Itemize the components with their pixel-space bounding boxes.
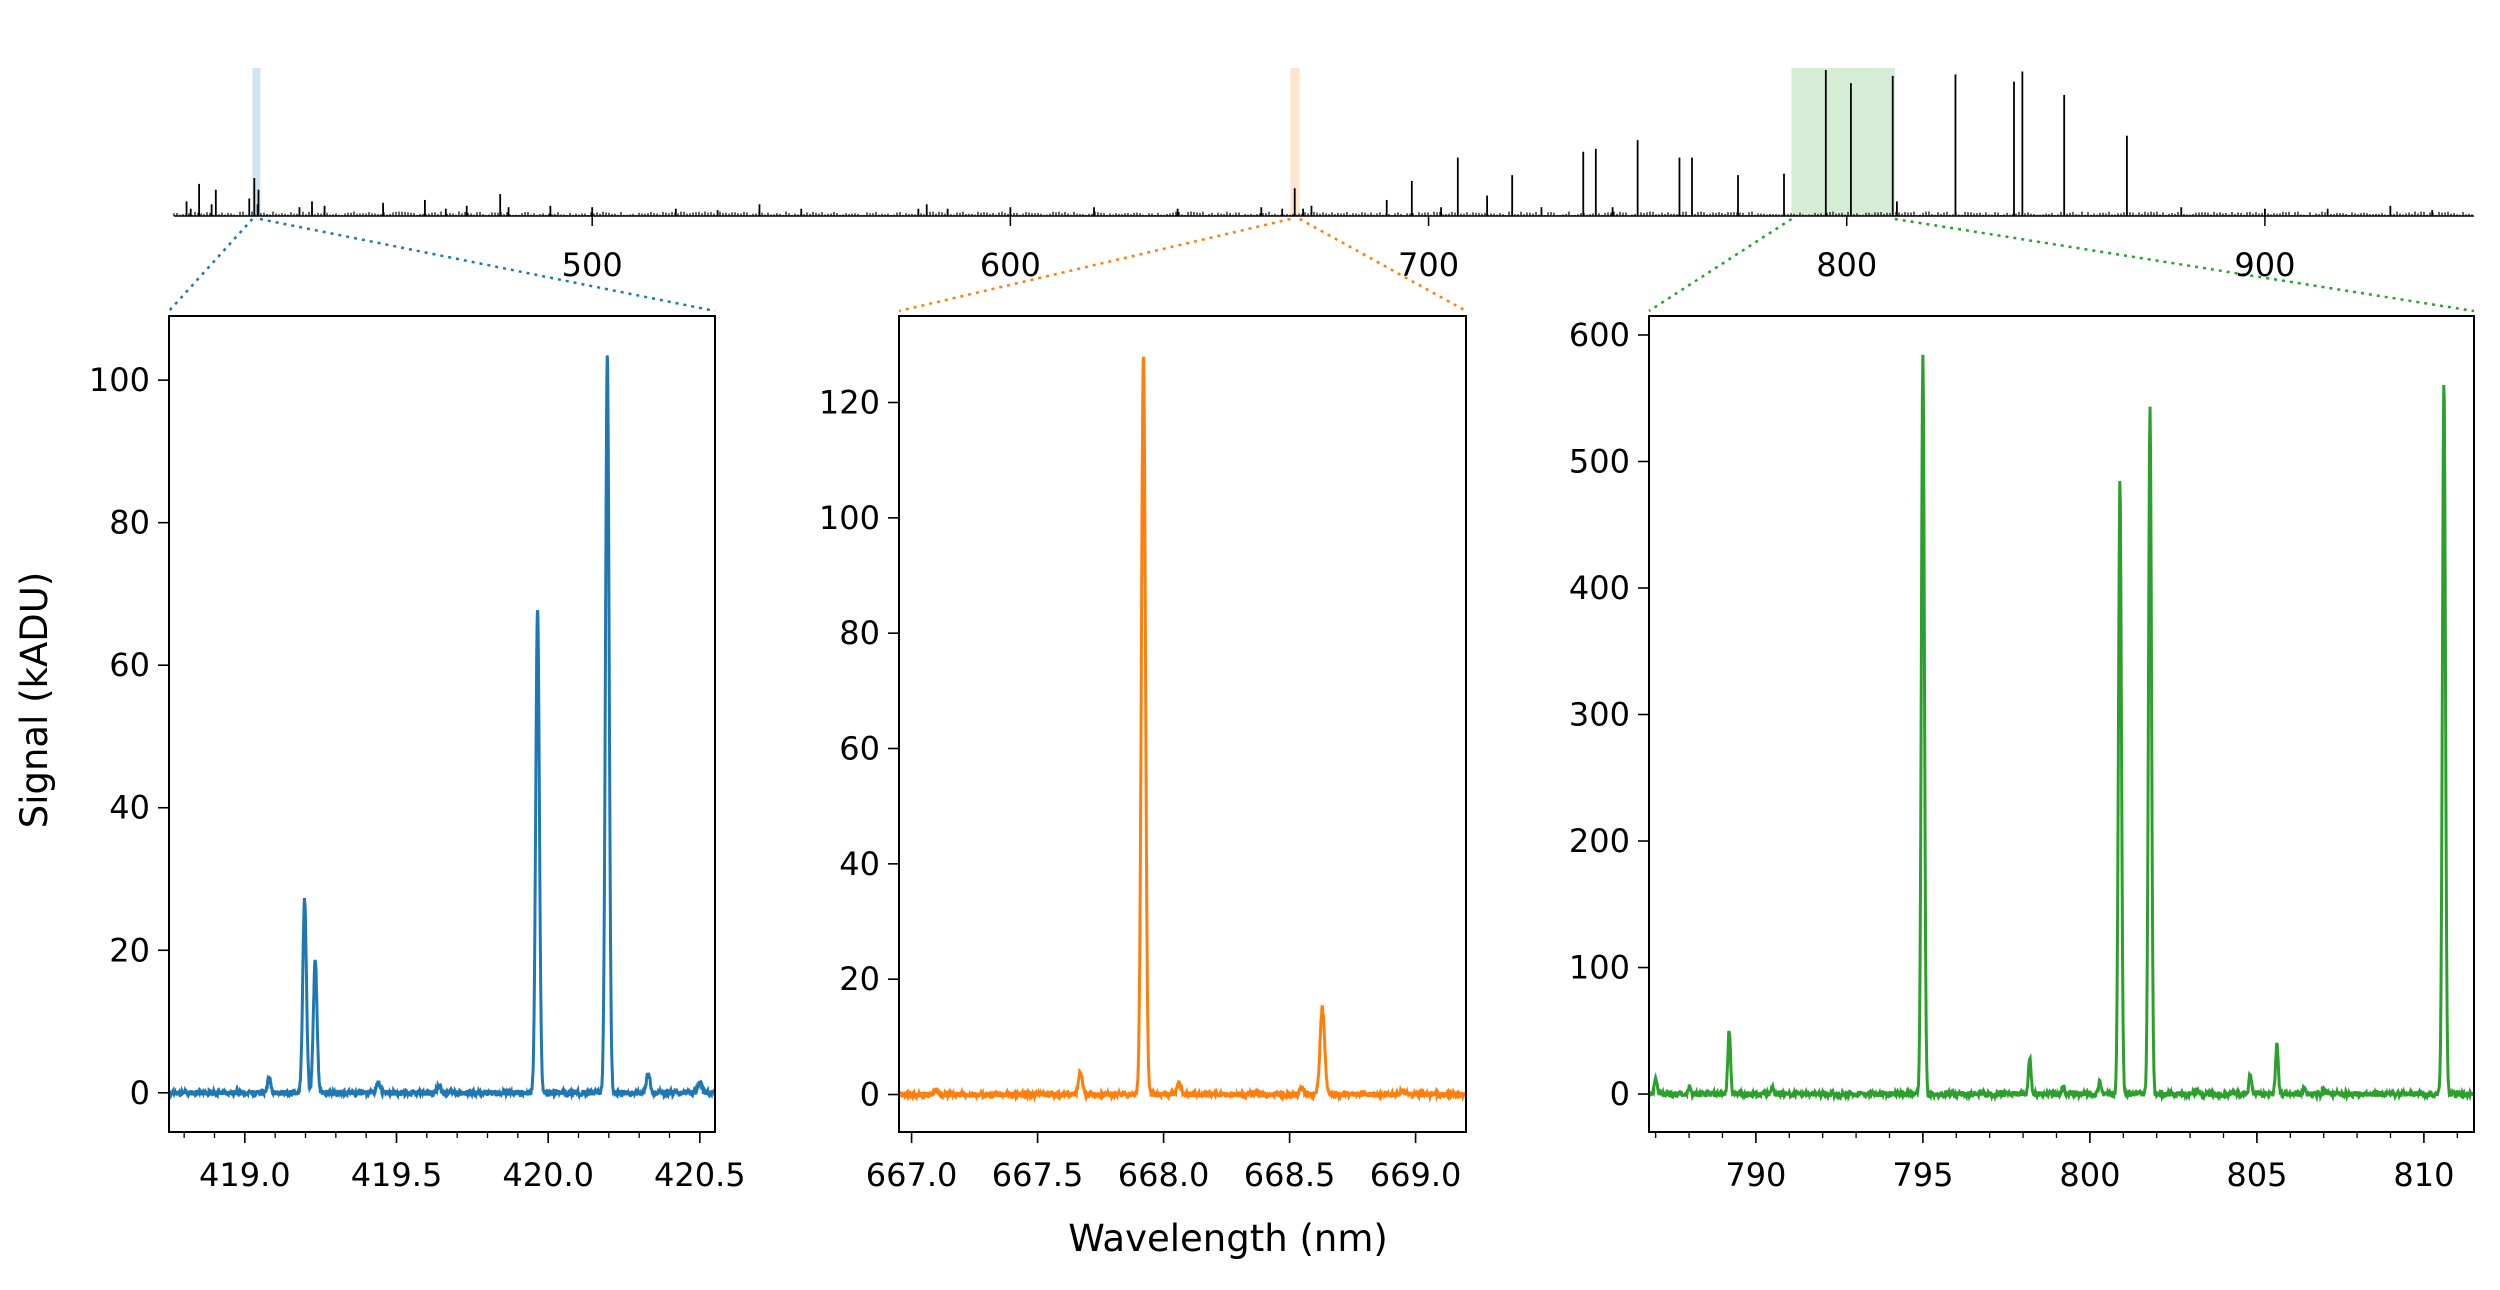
zoom2-y-tick-label-0: 0 <box>860 1076 880 1114</box>
zoom1-y-tick-label-20: 20 <box>109 931 150 969</box>
zoom2-x-tick-label-667.5: 667.5 <box>992 1156 1084 1194</box>
zoom2-y-tick-label-100: 100 <box>819 499 880 537</box>
zoom2-y-tick-label-80: 80 <box>839 614 880 652</box>
connector-3-left <box>1648 217 1793 313</box>
zoom3-x-tick-label-810: 810 <box>2393 1156 2454 1194</box>
overview-x-tick-label-800: 800 <box>1816 246 1877 284</box>
zoom1-y-tick-label-40: 40 <box>109 789 150 827</box>
zoom3-y-tick-label-200: 200 <box>1569 822 1630 860</box>
zoom-region-highlight-1 <box>252 68 261 216</box>
zoom1-x-tick-label-420.0: 420.0 <box>502 1156 594 1194</box>
zoom3-x-tick-label-805: 805 <box>2226 1156 2287 1194</box>
zoom3-y-tick-label-600: 600 <box>1569 316 1630 354</box>
zoom2-frame <box>898 315 1467 1133</box>
overview-x-tick-label-600: 600 <box>980 246 1041 284</box>
zoom3-x-tick-label-795: 795 <box>1892 1156 1953 1194</box>
zoom3-x-tick-label-800: 800 <box>2059 1156 2120 1194</box>
zoom2-x-tick-label-668.5: 668.5 <box>1244 1156 1336 1194</box>
overview-x-tick-label-500: 500 <box>562 246 623 284</box>
zoom-connectors <box>168 217 2475 313</box>
connector-1-left <box>168 218 254 312</box>
overview-x-tick-label-700: 700 <box>1398 246 1459 284</box>
zoom1-frame <box>168 315 716 1133</box>
zoom2-x-tick-label-667.0: 667.0 <box>866 1156 958 1194</box>
zoom3-y-tick-label-100: 100 <box>1569 949 1630 987</box>
zoom-region-highlight-2 <box>1290 68 1300 216</box>
zoom1-spectrum-line <box>169 355 715 1101</box>
zoom-panel-1: 419.0 419.5 420.0 420.5 0 20 40 60 80 100 <box>89 315 746 1194</box>
y-axis-label: Signal (kADU) <box>13 572 56 829</box>
zoom2-y-tick-label-60: 60 <box>839 730 880 768</box>
zoom3-y-tick-label-300: 300 <box>1569 696 1630 734</box>
overview-spectrum-panel: 500 600 700 800 900 <box>173 68 2474 284</box>
zoom1-x-tick-label-419.5: 419.5 <box>351 1156 443 1194</box>
zoom1-y-tick-label-0: 0 <box>130 1074 150 1112</box>
zoom1-x-tick-label-419.0: 419.0 <box>199 1156 291 1194</box>
zoom2-y-tick-label-20: 20 <box>839 960 880 998</box>
connector-1-right <box>259 217 716 313</box>
zoom2-x-tick-label-669.0: 669.0 <box>1370 1156 1462 1194</box>
zoom3-spectrum-line <box>1649 354 2474 1103</box>
zoom3-frame <box>1648 315 2475 1133</box>
zoom-panel-3: 790 795 800 805 810 0 100 200 300 400 500 600 <box>1569 315 2475 1194</box>
connector-3-right <box>1894 217 2475 313</box>
zoom2-y-tick-label-40: 40 <box>839 845 880 883</box>
zoom3-y-tick-label-0: 0 <box>1610 1075 1630 1113</box>
zoom3-x-tick-label-790: 790 <box>1725 1156 1786 1194</box>
zoom1-y-tick-label-60: 60 <box>109 646 150 684</box>
x-axis-label: Wavelength (nm) <box>1068 1217 1388 1260</box>
zoom1-y-tick-label-100: 100 <box>89 361 150 399</box>
zoom-region-highlight-3 <box>1791 68 1895 216</box>
zoom3-y-tick-label-400: 400 <box>1569 569 1630 607</box>
zoom2-spectrum-line <box>899 356 1466 1104</box>
zoom-panel-2: 667.0 667.5 668.0 668.5 669.0 0 20 40 60 80 100 120 <box>819 315 1467 1194</box>
zoom1-y-tick-label-80: 80 <box>109 504 150 542</box>
zoom3-y-tick-label-500: 500 <box>1569 442 1630 480</box>
zoom1-x-tick-label-420.5: 420.5 <box>654 1156 746 1194</box>
zoom2-x-tick-label-668.0: 668.0 <box>1118 1156 1210 1194</box>
overview-x-tick-label-900: 900 <box>2234 246 2295 284</box>
connector-2-left <box>898 217 1291 313</box>
zoom2-y-tick-label-120: 120 <box>819 384 880 422</box>
